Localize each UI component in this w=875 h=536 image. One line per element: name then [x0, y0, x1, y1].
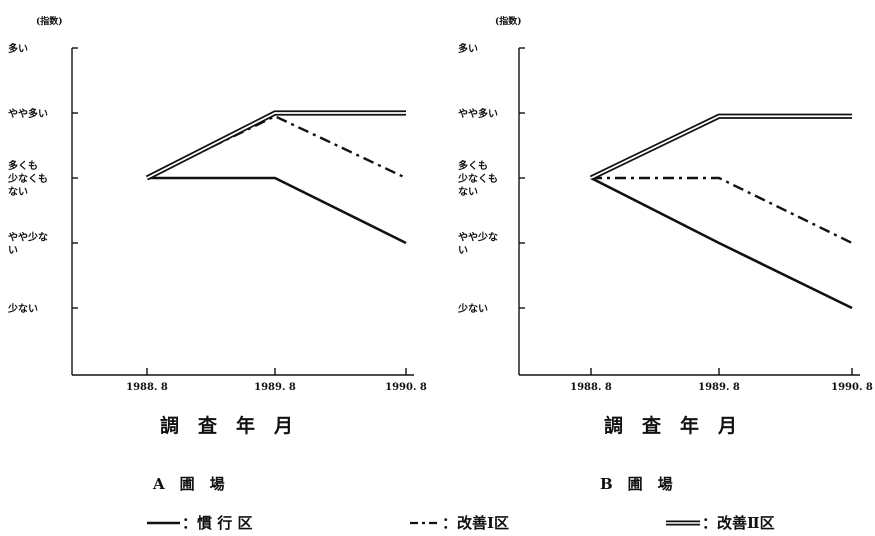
y-tick-label: 少ない — [457, 302, 488, 315]
x-tick-label: 1988. 8 — [126, 382, 168, 393]
y-unit-label: (指数) — [36, 15, 63, 27]
double-line-outer — [145, 110, 406, 181]
x-tick-label: 1989. 8 — [254, 382, 296, 393]
y-unit-label: (指数) — [495, 15, 522, 27]
y-tick-label: 少なくも — [457, 172, 498, 185]
y-tick-label: ない — [458, 186, 478, 198]
legend-label: ：改善Ⅱ区 — [702, 514, 775, 532]
legend-item: ：改善Ⅱ区 — [666, 514, 775, 532]
x-tick-label: 1988. 8 — [570, 382, 612, 393]
y-tick-label: やや少な — [458, 231, 498, 244]
double-line-outer — [589, 113, 852, 181]
x-tick-label: 1990. 8 — [831, 382, 873, 393]
y-tick-label: い — [458, 246, 468, 257]
y-tick-label: 少なくも — [7, 172, 48, 185]
x-axis-title: 調 査 年 月 — [160, 414, 293, 437]
series-line-2 — [146, 114, 407, 180]
series-line-3 — [145, 110, 406, 181]
y-tick-label: ない — [8, 186, 28, 198]
x-tick-label: 1989. 8 — [698, 382, 740, 393]
x-tick-label: 1990. 8 — [385, 382, 427, 393]
series-line-1 — [147, 176, 407, 245]
x-axis-title: 調 査 年 月 — [604, 414, 737, 437]
panel-label: A 圃 場 — [152, 475, 225, 493]
y-tick-label: 多い — [458, 42, 478, 55]
legend-label: ：改善Ⅰ区 — [442, 514, 509, 532]
y-tick-label: 多くも — [458, 159, 488, 172]
series-line-3 — [589, 113, 852, 181]
y-tick-label: い — [8, 246, 18, 257]
legend: ：慣 行 区 ：改善Ⅰ区 ：改善Ⅱ区 — [147, 514, 775, 532]
double-line-inner — [146, 112, 406, 179]
y-tick-label: やや少な — [8, 231, 48, 244]
y-tick-label: 多い — [8, 42, 28, 55]
panel-label: B 圃 場 — [600, 475, 673, 493]
legend-item: ：慣 行 区 — [147, 514, 252, 532]
double-line-inner — [590, 115, 852, 179]
y-tick-label: 少ない — [7, 302, 38, 315]
series-line-2 — [591, 176, 853, 245]
legend-item: ：改善Ⅰ区 — [410, 514, 509, 532]
y-tick-label: 多くも — [8, 159, 38, 172]
series-line-1 — [590, 176, 853, 310]
legend-label: ：慣 行 区 — [182, 514, 252, 532]
y-tick-label: やや多い — [8, 107, 48, 120]
y-tick-label: やや多い — [458, 107, 498, 120]
